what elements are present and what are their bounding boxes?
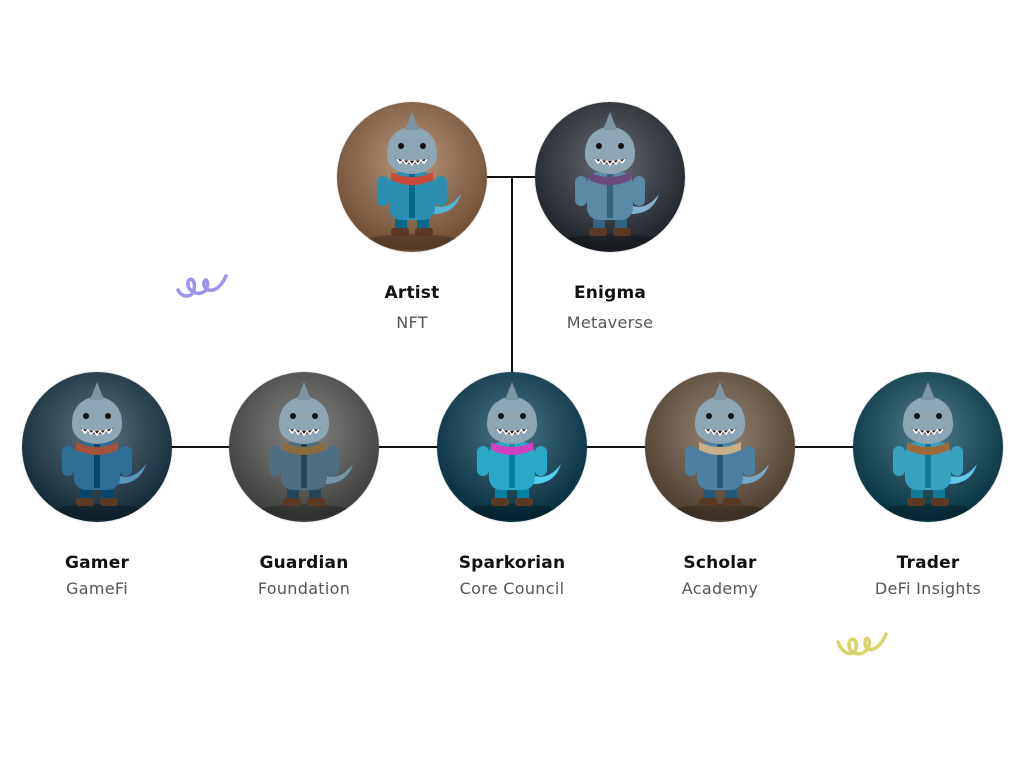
member-label-guardian: Guardian Foundation xyxy=(204,553,404,598)
member-node-scholar[interactable] xyxy=(645,372,795,522)
member-node-artist[interactable] xyxy=(337,102,487,252)
member-node-gamer[interactable] xyxy=(22,372,172,522)
member-name: Trader xyxy=(896,553,960,573)
member-name: Gamer xyxy=(64,553,130,573)
purple-squiggle-decoration xyxy=(176,274,228,298)
member-role: Foundation xyxy=(257,579,351,598)
shark-guardian-avatar xyxy=(229,372,379,522)
member-name: Scholar xyxy=(683,553,757,573)
member-label-gamer: Gamer GameFi xyxy=(0,553,197,598)
yellow-squiggle-decoration xyxy=(836,632,888,656)
member-name: Guardian xyxy=(259,553,349,573)
member-name: Enigma xyxy=(573,283,647,303)
member-label-trader: Trader DeFi Insights xyxy=(828,553,1024,598)
shark-scholar-avatar xyxy=(645,372,795,522)
member-node-enigma[interactable] xyxy=(535,102,685,252)
member-node-guardian[interactable] xyxy=(229,372,379,522)
member-node-sparkorian[interactable] xyxy=(437,372,587,522)
shark-sparkorian-avatar xyxy=(437,372,587,522)
member-role: Metaverse xyxy=(566,313,654,332)
shark-trader-avatar xyxy=(853,372,1003,522)
member-label-enigma: Enigma Metaverse xyxy=(510,283,710,332)
shark-gamer-avatar xyxy=(22,372,172,522)
member-role: NFT xyxy=(396,313,428,332)
member-label-scholar: Scholar Academy xyxy=(620,553,820,598)
shark-artist-avatar xyxy=(337,102,487,252)
shark-wizard-avatar xyxy=(535,102,685,252)
member-role: Core Council xyxy=(459,579,565,598)
member-role: Academy xyxy=(681,579,759,598)
member-label-sparkorian: Sparkorian Core Council xyxy=(412,553,612,598)
member-role: DeFi Insights xyxy=(874,579,982,598)
member-name: Artist xyxy=(384,283,440,303)
member-node-trader[interactable] xyxy=(853,372,1003,522)
member-role: GameFi xyxy=(66,579,128,598)
member-name: Sparkorian xyxy=(458,553,566,573)
member-label-artist: Artist NFT xyxy=(312,283,512,332)
